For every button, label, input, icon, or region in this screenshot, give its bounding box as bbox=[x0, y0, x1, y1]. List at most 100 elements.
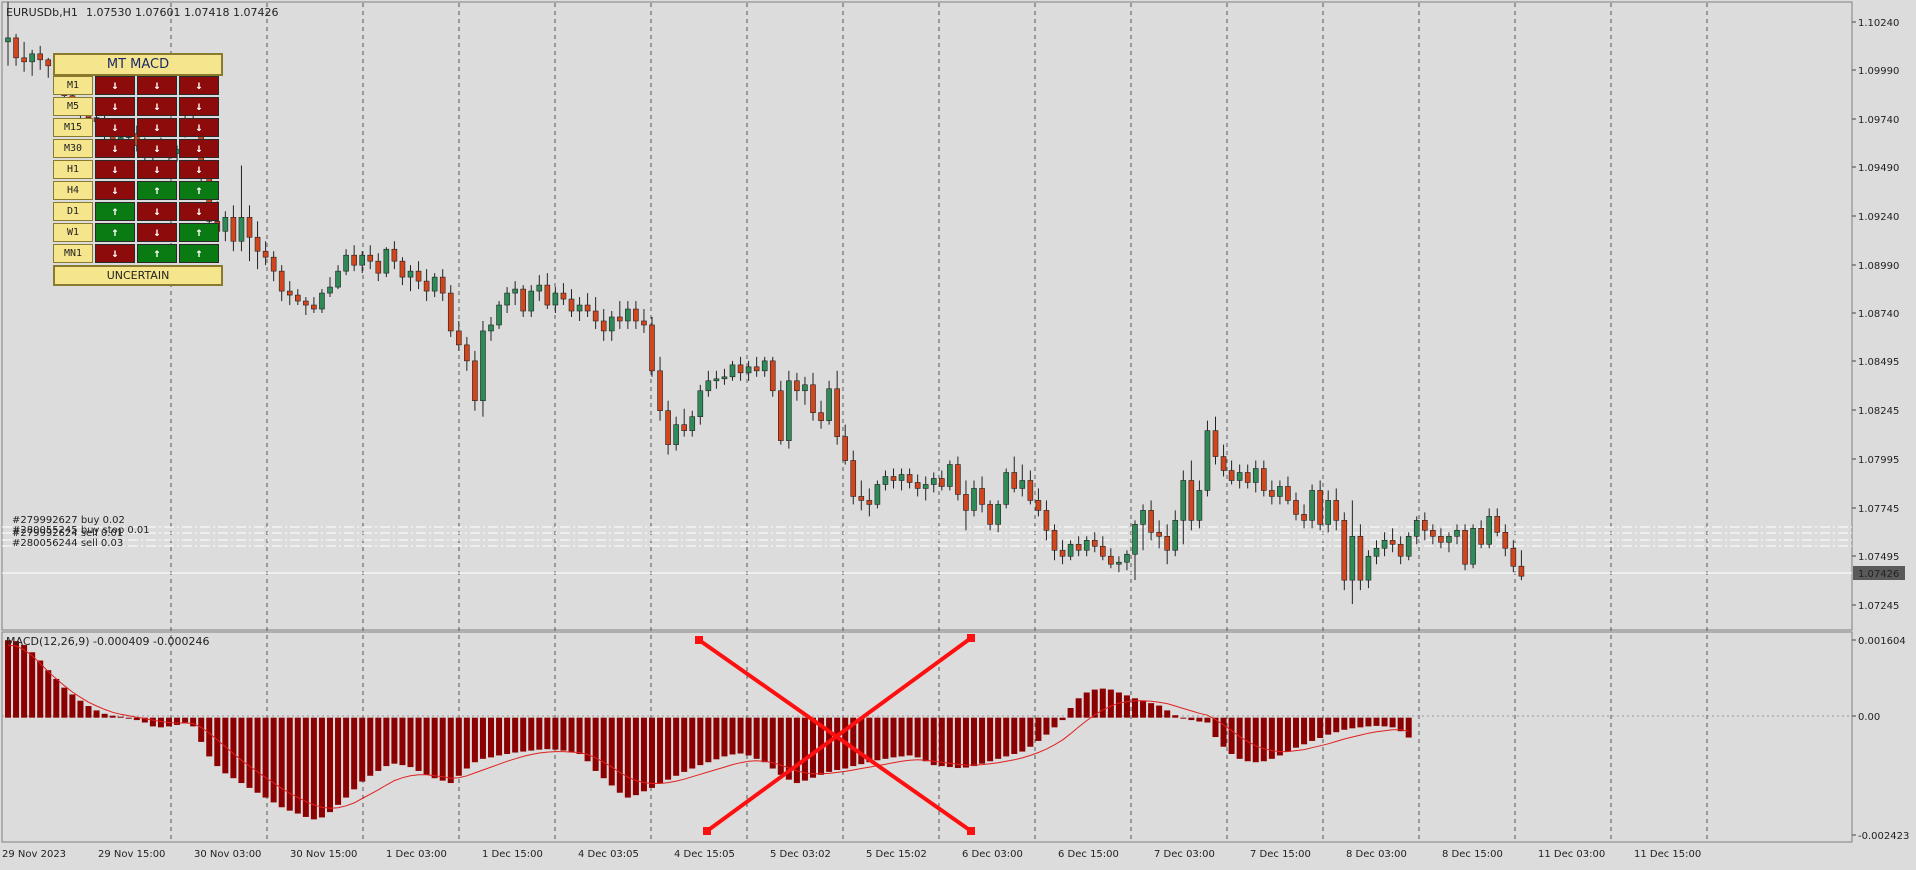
timeframe-label: MN1 bbox=[53, 244, 93, 263]
macd-bar bbox=[149, 717, 156, 727]
macd-bar bbox=[1373, 717, 1380, 726]
price-tick: 1.07745 bbox=[1852, 504, 1899, 515]
candle-body bbox=[472, 360, 478, 402]
macd-bar bbox=[1164, 710, 1171, 718]
macd-bar bbox=[1357, 717, 1364, 728]
panel-row: W1 ↑ ↓ ↑ bbox=[53, 223, 223, 242]
macd-bar bbox=[286, 717, 293, 811]
candle-body bbox=[882, 476, 889, 485]
time-tick: 6 Dec 03:00 bbox=[962, 849, 1023, 860]
macd-bar bbox=[1365, 717, 1372, 727]
macd-bar bbox=[359, 717, 366, 782]
candle-body bbox=[536, 284, 543, 292]
macd-bar bbox=[302, 717, 309, 817]
candle-body bbox=[625, 308, 631, 322]
macd-bar bbox=[174, 717, 181, 725]
macd-bar bbox=[1325, 717, 1332, 735]
macd-bar bbox=[310, 717, 317, 820]
candle-body bbox=[230, 217, 237, 242]
panel-footer-status: UNCERTAIN bbox=[53, 265, 223, 286]
macd-bar bbox=[1067, 707, 1074, 718]
macd-signal-line bbox=[7, 644, 1409, 809]
macd-axis[interactable]: 0.001604 0.00 -0.002423 bbox=[1852, 636, 1909, 842]
time-axis[interactable]: 29 Nov 2023 29 Nov 15:00 30 Nov 03:00 30… bbox=[2, 849, 1701, 860]
macd-bar bbox=[431, 717, 438, 779]
macd-bar bbox=[898, 717, 905, 757]
macd-bar bbox=[777, 717, 784, 775]
macd-bar bbox=[1212, 717, 1219, 738]
timeframe-label: W1 bbox=[53, 223, 93, 242]
candle-body bbox=[496, 304, 502, 326]
macd-bar bbox=[1309, 717, 1316, 741]
panel-row: D1 ↑ ↓ ↓ bbox=[53, 202, 223, 221]
candle-body bbox=[383, 248, 390, 274]
candle-body bbox=[528, 290, 535, 312]
candle-body bbox=[1269, 490, 1275, 497]
candle-body bbox=[938, 478, 945, 487]
macd-bar bbox=[922, 717, 929, 762]
down-arrow-icon: ↓ bbox=[95, 97, 135, 116]
macd-bar bbox=[850, 717, 857, 767]
macd-bar bbox=[745, 717, 752, 756]
cross-mark[interactable] bbox=[695, 634, 975, 835]
macd-bar bbox=[1027, 717, 1034, 747]
macd-bar bbox=[1107, 689, 1114, 718]
timeframe-label: M1 bbox=[53, 76, 93, 95]
macd-bar bbox=[1252, 717, 1259, 763]
cross-handle[interactable] bbox=[703, 827, 711, 835]
macd-bar bbox=[665, 717, 672, 780]
cross-handle[interactable] bbox=[967, 827, 975, 835]
candle-body bbox=[1405, 535, 1412, 557]
macd-bar bbox=[399, 717, 406, 766]
panel-row: MN1 ↓ ↑ ↑ bbox=[53, 244, 223, 263]
mt-macd-panel[interactable]: MT MACD M1 ↓ ↓ ↓ M5 ↓ ↓ ↓ M15 ↓ ↓ ↓ M30 … bbox=[53, 53, 223, 286]
timeframe-label: D1 bbox=[53, 202, 93, 221]
candle-body bbox=[842, 436, 849, 461]
macd-bar bbox=[1301, 717, 1308, 745]
timeframe-label: H1 bbox=[53, 160, 93, 179]
timeframe-label: M15 bbox=[53, 118, 93, 137]
panel-title: MT MACD bbox=[53, 53, 223, 76]
macd-bar bbox=[157, 717, 164, 728]
candle-body bbox=[45, 59, 52, 67]
time-tick: 11 Dec 15:00 bbox=[1634, 849, 1701, 860]
down-arrow-icon: ↓ bbox=[95, 181, 135, 200]
candle-body bbox=[1309, 490, 1315, 521]
candle-body bbox=[423, 280, 430, 292]
candle-body bbox=[745, 366, 752, 374]
candle-body bbox=[697, 390, 704, 417]
candle-body bbox=[818, 412, 824, 421]
macd-bar bbox=[327, 717, 333, 813]
candle-body bbox=[1349, 535, 1356, 581]
candle-body bbox=[1091, 539, 1098, 547]
candle-body bbox=[1430, 530, 1436, 537]
price-axis[interactable]: 1.10240 1.09990 1.09740 1.09490 1.09240 … bbox=[1852, 18, 1905, 612]
macd-bar bbox=[198, 717, 205, 742]
cross-handle[interactable] bbox=[695, 636, 703, 644]
macd-bar bbox=[21, 645, 28, 718]
candle-body bbox=[592, 310, 599, 322]
macd-bar bbox=[45, 670, 52, 718]
macd-bar bbox=[705, 717, 712, 763]
panel-row: H1 ↓ ↓ ↓ bbox=[53, 160, 223, 179]
up-arrow-icon: ↑ bbox=[95, 223, 135, 242]
macd-bar bbox=[238, 717, 245, 784]
candle-body bbox=[464, 344, 470, 362]
order-label: #279992627 buy 0.02 bbox=[12, 515, 125, 526]
macd-bar bbox=[69, 694, 76, 718]
macd-bar bbox=[1397, 717, 1404, 732]
svg-text:1.07245: 1.07245 bbox=[1858, 601, 1899, 612]
candle-body bbox=[367, 254, 374, 262]
candle-body bbox=[1438, 535, 1444, 543]
time-tick: 11 Dec 03:00 bbox=[1538, 849, 1605, 860]
macd-bar bbox=[206, 717, 213, 757]
candle-body bbox=[21, 57, 27, 63]
candle-body bbox=[303, 300, 309, 306]
cross-handle[interactable] bbox=[967, 634, 975, 642]
candle-body bbox=[1397, 543, 1404, 557]
down-arrow-icon: ↓ bbox=[179, 139, 219, 158]
svg-text:1.08740: 1.08740 bbox=[1858, 309, 1899, 320]
macd-bar bbox=[1284, 717, 1291, 752]
